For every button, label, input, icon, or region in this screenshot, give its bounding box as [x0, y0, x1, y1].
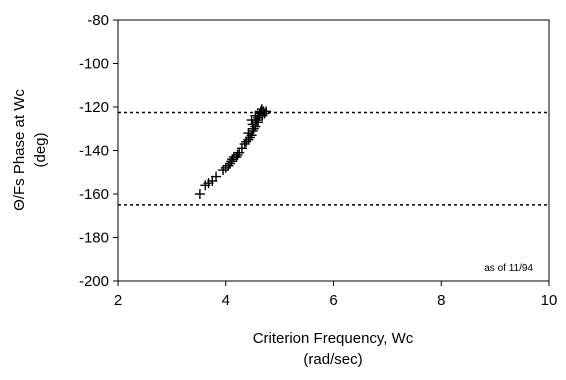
data-point: [253, 117, 264, 128]
x-tick-label: 2: [114, 292, 122, 309]
y-axis-ticks: -80 -100 -120 -140 -160 -180 -200: [79, 12, 118, 290]
y-tick-label: -120: [79, 99, 109, 116]
data-point: [247, 119, 258, 130]
data-point: [259, 108, 270, 119]
x-axis-title-line1: Criterion Frequency, Wc: [253, 330, 414, 347]
data-markers: [194, 104, 272, 199]
data-point: [248, 123, 259, 134]
data-point: [227, 154, 238, 165]
y-tick-label: -160: [79, 186, 109, 203]
data-point: [261, 106, 272, 117]
data-point: [244, 132, 255, 143]
x-tick-label: 6: [329, 292, 337, 309]
data-point: [194, 189, 205, 199]
x-tick-label: 4: [222, 292, 230, 309]
y-tick-label: -200: [79, 273, 109, 290]
y-tick-label: -140: [79, 143, 109, 160]
x-axis-title-line2: (rad/sec): [303, 351, 362, 368]
data-point: [250, 110, 261, 121]
x-tick-label: 8: [437, 292, 445, 309]
plot-area: [117, 19, 550, 282]
data-point: [225, 158, 236, 169]
annotation-as-of: as of 11/94: [484, 263, 533, 274]
data-point: [211, 171, 222, 182]
x-tick-label: 10: [541, 292, 558, 309]
x-axis-ticks: 2 4 6 8 10: [114, 281, 558, 309]
data-point: [243, 128, 254, 139]
y-tick-label: -180: [79, 230, 109, 247]
y-axis-title-line1: Θ/Fs Phase at Wc: [11, 89, 28, 211]
y-axis-title-line2: (deg): [32, 132, 49, 167]
y-tick-label: -100: [79, 56, 109, 73]
data-point: [232, 149, 243, 160]
y-tick-label: -80: [87, 12, 109, 29]
